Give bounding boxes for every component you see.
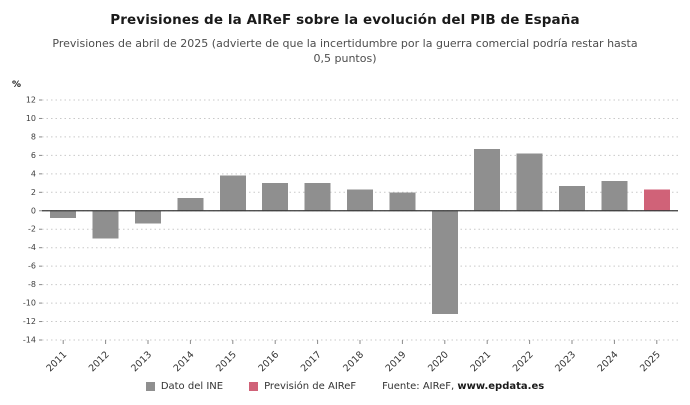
bar-2017: [304, 183, 331, 211]
y-tick-label: 10: [26, 114, 36, 123]
y-tick-label: -4: [28, 243, 36, 252]
bar-2018: [347, 189, 373, 211]
legend-label-ine: Dato del INE: [160, 381, 224, 392]
y-tick-label: 4: [31, 169, 36, 178]
y-tick-label: 12: [26, 96, 36, 105]
source-link[interactable]: www.epdata.es: [457, 381, 545, 392]
x-tick-label-2021: 2021: [468, 349, 493, 374]
bar-2016: [262, 183, 289, 211]
x-tick-label-2017: 2017: [299, 349, 324, 374]
y-tick-label: 2: [31, 188, 36, 197]
bar-2020: [431, 210, 458, 315]
bar-2014: [177, 197, 204, 211]
x-tick-label-2019: 2019: [384, 349, 409, 374]
source-prefix: Fuente: AIReF,: [382, 381, 458, 392]
y-tick-label: 8: [31, 132, 36, 141]
x-tick-label-2018: 2018: [341, 349, 366, 374]
y-tick-label: -2: [28, 225, 36, 234]
bar-2015: [219, 175, 246, 211]
x-tick-label-2011: 2011: [44, 349, 69, 374]
x-tick-label-2013: 2013: [129, 349, 154, 374]
legend: Dato del INE Previsión de AIReF Fuente: …: [0, 381, 690, 392]
bar-2019: [389, 192, 416, 211]
y-tick-label: -12: [23, 317, 36, 326]
chart-title: Previsiones de la AIReF sobre la evoluci…: [110, 12, 580, 28]
x-tick-label-2024: 2024: [596, 349, 621, 374]
legend-item-ine: Dato del INE: [145, 381, 224, 392]
bar-2021: [474, 148, 501, 211]
bar-2025: [643, 189, 670, 211]
chart-subtitle: Previsiones de abril de 2025 (advierte d…: [52, 37, 638, 66]
bar-2023: [559, 185, 585, 211]
bar-2022: [516, 153, 543, 211]
legend-label-airef: Previsión de AIReF: [264, 381, 357, 392]
legend-swatch-airef-icon: [249, 382, 259, 391]
x-tick-label-2023: 2023: [553, 349, 578, 374]
source-text: Fuente: AIReF, www.epdata.es: [382, 381, 544, 392]
x-tick-label-2020: 2020: [426, 349, 451, 374]
bar-2013: [135, 210, 161, 224]
y-axis-unit-label: %: [12, 80, 22, 90]
y-tick-label: -6: [28, 262, 36, 271]
y-tick-label: -14: [23, 336, 36, 345]
x-tick-label-2022: 2022: [511, 349, 536, 374]
legend-item-airef: Previsión de AIReF: [249, 381, 356, 392]
x-tick-label-2025: 2025: [638, 349, 663, 374]
bar-2012: [92, 210, 119, 239]
x-tick-label-2015: 2015: [214, 349, 239, 374]
x-tick-label-2012: 2012: [87, 349, 112, 374]
y-tick-label: -10: [23, 299, 36, 308]
x-tick-label-2014: 2014: [172, 349, 197, 374]
y-tick-label: 6: [31, 151, 36, 160]
y-tick-label: 0: [31, 206, 36, 215]
x-tick-label-2016: 2016: [256, 349, 281, 374]
bar-2011: [50, 210, 77, 219]
y-tick-label: -8: [28, 280, 36, 289]
legend-swatch-ine-icon: [145, 382, 155, 391]
bar-2024: [601, 181, 628, 211]
